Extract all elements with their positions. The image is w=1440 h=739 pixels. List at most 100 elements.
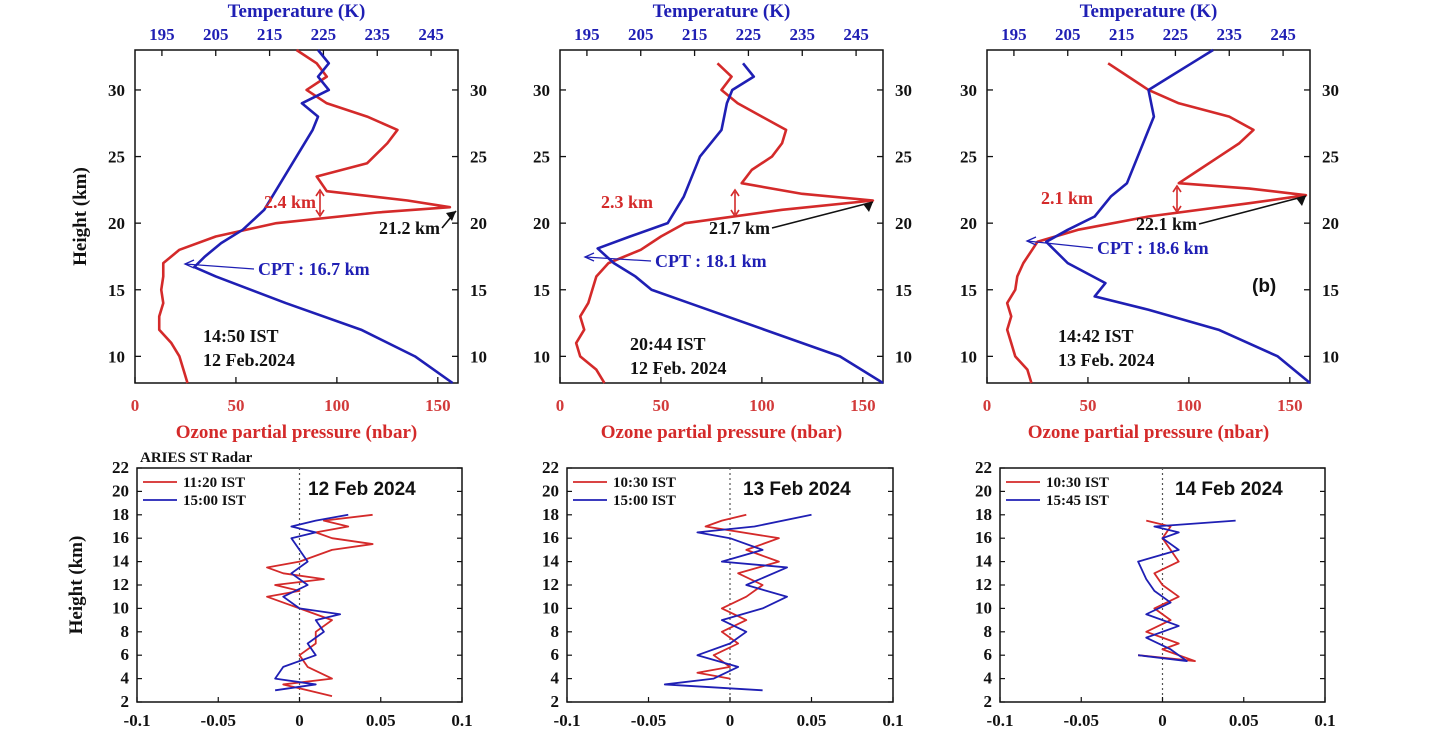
y-axis-title: Height (km) [70,167,91,266]
ozone-tick-label: 0 [983,396,992,415]
ozone-profile-line [574,62,875,384]
ozone-tick-label: 100 [1176,396,1202,415]
ozone-tick-label: 150 [425,396,451,415]
radar-panel-3: 2 4 6 8 10 12 14 16 18 20 22 -0.1 -0.05 0 0.05 0.1 10:30… [975,458,1336,730]
ozone-axis-title: Ozone partial pressure (nbar) [176,422,418,443]
legend-label: 10:30 IST [1046,475,1109,491]
y-tick-label: 6 [121,645,130,664]
ozone-panel-2: 10 10 15 15 20 20 25 25 30 30 195 205 215 225 235 245 Te… [533,1,912,443]
x-tick-label: 0.05 [1229,711,1259,730]
y-axis-title: Height (km) [66,536,87,635]
y-tick-label: 18 [542,505,559,524]
radar-profile-afternoon [274,513,349,692]
legend-label: 15:00 IST [613,493,676,509]
temp-tick-label: 205 [203,25,229,44]
y-tick-label: 20 [533,214,550,233]
cpt-arrow-head [1025,236,1037,246]
y-tick-label-right: 30 [470,81,487,100]
x-tick-label: 0 [295,711,304,730]
y-tick-label-right: 30 [1322,81,1339,100]
radar-title: ARIES ST Radar [140,450,253,466]
ozone-peak-label: 22.1 km [1136,214,1197,234]
cpt-arrow [1026,240,1094,249]
radar-panel-2: 2 4 6 8 10 12 14 16 18 20 22 -0.1 -0.05 0 0.05 0.1 10:30… [542,458,904,730]
y-tick-label: 8 [551,622,560,641]
plot-frame [559,49,884,384]
y-tick-label-right: 20 [1322,214,1339,233]
y-tick-label: 6 [551,645,560,664]
temp-tick-label: 235 [365,25,391,44]
y-tick-label: 8 [121,622,130,641]
x-tick-label: 0.1 [451,711,472,730]
launch-date: 13 Feb. 2024 [1058,350,1155,370]
temperature-axis-title: Temperature (K) [1080,1,1218,22]
ozone-tick-label: 100 [749,396,775,415]
y-tick-label: 15 [533,281,550,300]
temp-tick-label: 205 [628,25,654,44]
y-tick-label: 18 [112,505,129,524]
ozone-profile-line [1005,62,1308,384]
ozone-axis-title: Ozone partial pressure (nbar) [1028,422,1270,443]
y-tick-label: 30 [533,81,550,100]
y-tick-label: 4 [984,669,993,688]
temp-tick-label: 225 [1163,25,1189,44]
y-tick-label: 20 [112,481,129,500]
y-tick-label: 10 [108,347,125,366]
radar-date: 12 Feb 2024 [308,479,416,500]
cpt-label: CPT : 16.7 km [258,259,370,279]
peak-arrow-head [863,202,873,212]
x-tick-label: 0.05 [797,711,827,730]
temp-tick-label: 195 [149,25,175,44]
x-tick-label: -0.05 [1064,711,1099,730]
radar-profile-afternoon [663,513,812,692]
y-tick-label-right: 10 [1322,347,1339,366]
launch-time: 14:50 IST [203,326,279,346]
temperature-axis-title: Temperature (K) [228,1,366,22]
temp-tick-label: 215 [682,25,708,44]
y-tick-label: 22 [542,458,559,477]
temperature-profile-line [192,49,454,385]
y-tick-label-right: 10 [470,347,487,366]
peak-arrow-head [1296,196,1306,206]
y-tick-label: 18 [975,505,992,524]
temp-tick-label: 245 [843,25,869,44]
y-tick-label: 2 [551,692,560,711]
radar-profile-afternoon [1137,519,1236,662]
y-tick-label: 10 [533,347,550,366]
x-tick-label: -0.1 [554,711,581,730]
y-tick-label: 4 [551,669,560,688]
tropopause-gap-label: 2.4 km [264,192,316,212]
ozone-axis-title: Ozone partial pressure (nbar) [601,422,843,443]
temperature-axis-title: Temperature (K) [653,1,791,22]
y-tick-label: 10 [960,347,977,366]
y-tick-label: 10 [975,598,992,617]
ozone-tick-label: 150 [850,396,876,415]
x-tick-label: -0.1 [987,711,1014,730]
y-tick-label: 12 [542,575,559,594]
temp-tick-label: 205 [1055,25,1081,44]
legend-label: 10:30 IST [613,475,676,491]
x-tick-label: -0.1 [124,711,151,730]
peak-arrow [771,201,874,229]
y-tick-label-right: 15 [1322,281,1339,300]
radar-date: 14 Feb 2024 [1175,479,1283,500]
radar-profile-morning [696,513,780,680]
y-tick-label: 12 [112,575,129,594]
x-tick-label: -0.05 [201,711,236,730]
temperature-profile-line [596,62,884,385]
tropopause-gap-label: 2.1 km [1041,188,1093,208]
ozone-tick-label: 150 [1277,396,1303,415]
x-tick-label: 0.1 [882,711,903,730]
y-tick-label: 16 [112,528,129,547]
y-tick-label: 30 [108,81,125,100]
radar-date: 13 Feb 2024 [743,479,851,500]
x-tick-label: 0.1 [1314,711,1335,730]
cpt-arrow [184,263,255,270]
legend-label: 15:45 IST [1046,493,1109,509]
y-tick-label: 20 [960,214,977,233]
gap-arrow-heads [315,188,325,218]
ozone-tick-label: 0 [131,396,140,415]
peak-arrow-head [446,211,456,221]
y-tick-label: 15 [960,281,977,300]
y-tick-label: 10 [112,598,129,617]
